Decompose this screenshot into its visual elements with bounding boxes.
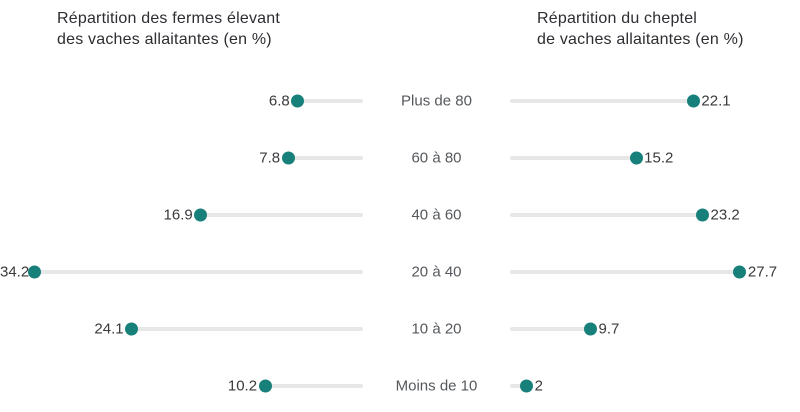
left-value-label: 6.8 — [268, 92, 290, 110]
right-chart-title-line1: Répartition du cheptel — [537, 10, 698, 27]
left-lollipop-track — [34, 270, 363, 274]
category-label: 40 à 60 — [411, 206, 462, 224]
right-value-label: 15.2 — [644, 149, 674, 167]
chart-row: 10.2 Moins de 10 2 — [0, 376, 800, 396]
left-lollipop-track — [288, 156, 363, 160]
chart-row: 16.9 40 à 60 23.2 — [0, 205, 800, 225]
right-value-label: 2 — [534, 377, 543, 395]
left-value-label: 10.2 — [227, 377, 258, 395]
chart-row: 6.8 Plus de 80 22.1 — [0, 91, 800, 111]
right-lollipop-dot — [520, 379, 534, 393]
chart-row: 7.8 60 à 80 15.2 — [0, 148, 800, 168]
right-lollipop-track — [510, 327, 591, 331]
left-chart-title-line2: des vaches allaitantes (en %) — [57, 31, 272, 48]
left-chart-title-line1: Répartition des fermes élevant — [57, 10, 280, 27]
right-value-label: 23.2 — [710, 206, 740, 224]
left-lollipop-dot — [28, 265, 42, 279]
right-lollipop-dot — [733, 265, 747, 279]
left-value-label: 34.2 — [0, 263, 30, 281]
left-lollipop-track — [297, 99, 363, 103]
right-value-label: 27.7 — [747, 263, 778, 281]
category-label: 20 à 40 — [411, 263, 462, 281]
left-lollipop-track — [200, 213, 363, 217]
right-lollipop-track — [510, 99, 694, 103]
right-lollipop-dot — [686, 94, 700, 108]
left-lollipop-track — [131, 327, 363, 331]
right-value-label: 9.7 — [598, 320, 620, 338]
category-label: Plus de 80 — [401, 92, 472, 110]
right-lollipop-track — [510, 270, 740, 274]
right-lollipop-track — [510, 213, 703, 217]
left-lollipop-dot — [281, 151, 295, 165]
right-lollipop-dot — [629, 151, 643, 165]
right-value-label: 22.1 — [701, 92, 731, 110]
right-lollipop-dot — [584, 322, 597, 336]
left-lollipop-track — [265, 384, 363, 388]
right-lollipop-dot — [696, 208, 710, 222]
right-chart-title: Répartition du cheptel de vaches allaita… — [537, 8, 744, 50]
left-value-label: 7.8 — [259, 149, 281, 167]
right-lollipop-track — [510, 384, 527, 388]
left-value-label: 16.9 — [163, 206, 193, 224]
category-label: Moins de 10 — [395, 377, 478, 395]
right-chart-title-line2: de vaches allaitantes (en %) — [537, 31, 744, 48]
left-lollipop-dot — [194, 208, 208, 222]
category-label: 10 à 20 — [411, 320, 462, 338]
category-label: 60 à 80 — [411, 149, 462, 167]
left-lollipop-dot — [291, 94, 305, 108]
right-lollipop-track — [510, 156, 637, 160]
left-chart-title: Répartition des fermes élevant des vache… — [57, 8, 280, 50]
left-value-label: 24.1 — [94, 320, 124, 338]
left-lollipop-dot — [258, 379, 272, 393]
left-lollipop-dot — [125, 322, 139, 336]
chart-row: 34.2 20 à 40 27.7 — [0, 262, 800, 282]
chart-row: 24.1 10 à 20 9.7 — [0, 319, 800, 339]
